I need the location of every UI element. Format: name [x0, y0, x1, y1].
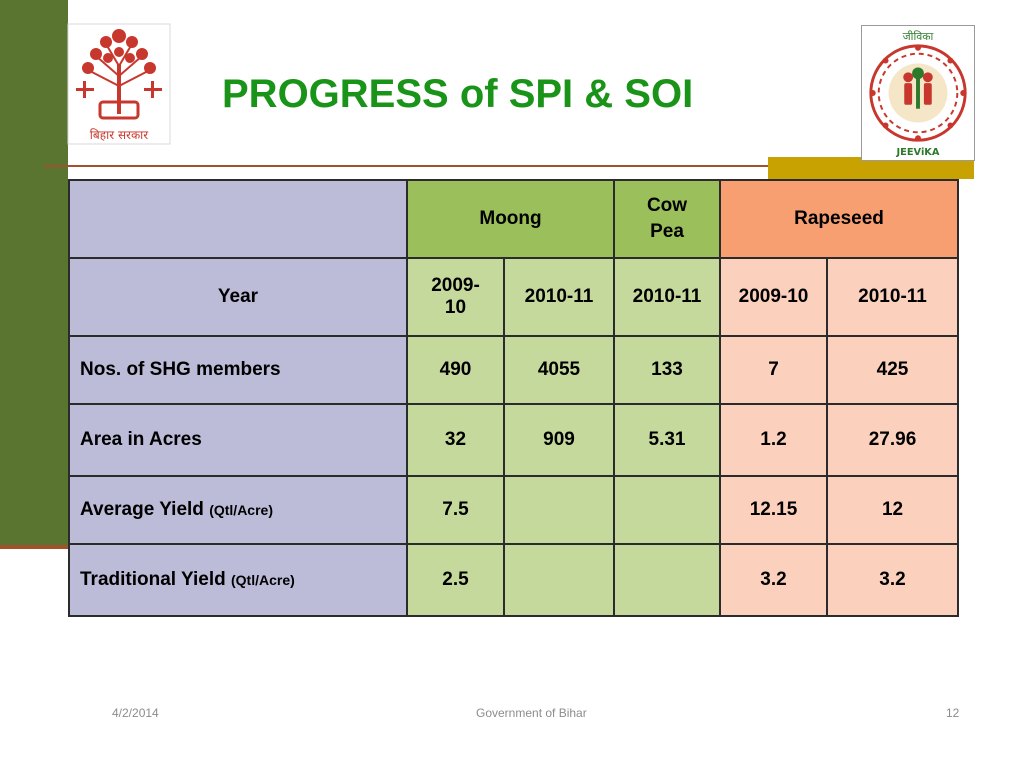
table-cell: 909	[502, 403, 616, 477]
bihar-government-logo: बिहार सरकार	[67, 23, 171, 145]
year-cell: 2010-11	[613, 257, 722, 337]
crop-header-row: Moong Cow Pea Rapeseed	[68, 179, 960, 259]
table-cell: 425	[826, 335, 960, 405]
table-cell: 133	[613, 335, 722, 405]
svg-text:जीविका: जीविका	[903, 30, 934, 43]
table-cell: 7	[719, 335, 829, 405]
table-cell: 32	[406, 403, 505, 477]
table-cell	[613, 543, 722, 617]
gold-accent-block	[768, 157, 974, 179]
row-label-text: Area in Acres	[80, 429, 202, 450]
table-cell: 3.2	[826, 543, 960, 617]
year-cell: 2010-11	[826, 257, 960, 337]
row-label-unit: (Qtl/Acre)	[230, 572, 295, 588]
table-cell: 4055	[502, 335, 616, 405]
table-row: Average Yield (Qtl/Acre) 7.5 12.15 12	[68, 475, 960, 545]
jeevika-logo: जीविका JEEViKA	[861, 25, 975, 161]
svg-text:बिहार सरकार: बिहार सरकार	[90, 128, 150, 142]
table-cell: 12.15	[719, 475, 829, 545]
table-cell: 1.2	[719, 403, 829, 477]
row-label-text: Average Yield	[80, 499, 204, 520]
row-label: Traditional Yield (Qtl/Acre)	[68, 543, 408, 617]
row-label: Nos. of SHG members	[68, 335, 408, 405]
slide-title: PROGRESS of SPI & SOI	[222, 72, 694, 116]
table-cell: 490	[406, 335, 505, 405]
progress-table: Moong Cow Pea Rapeseed Year 2009-10 2010…	[68, 179, 960, 617]
year-cell: 2009-10	[719, 257, 829, 337]
year-cell: 2009-10	[406, 257, 505, 337]
year-row: Year 2009-10 2010-11 2010-11 2009-10 201…	[68, 257, 960, 337]
footer-date: 4/2/2014	[112, 706, 159, 720]
rapeseed-header: Rapeseed	[719, 179, 960, 259]
footer-center-text: Government of Bihar	[476, 706, 587, 720]
table-cell: 3.2	[719, 543, 829, 617]
table-row: Area in Acres 32 909 5.31 1.2 27.96	[68, 403, 960, 477]
svg-text:JEEViKA: JEEViKA	[895, 147, 939, 158]
header-divider	[44, 165, 970, 167]
table-cell: 27.96	[826, 403, 960, 477]
moong-header: Moong	[405, 179, 616, 259]
header-empty-cell	[68, 179, 408, 259]
table-cell	[613, 475, 722, 545]
table-cell	[502, 475, 616, 545]
row-label-text: Nos. of SHG members	[80, 359, 281, 380]
left-accent-divider	[0, 545, 68, 549]
row-label: Average Yield (Qtl/Acre)	[68, 475, 408, 545]
row-label-text: Traditional Yield	[80, 569, 226, 590]
table-cell: 12	[826, 475, 960, 545]
table-cell: 2.5	[406, 543, 505, 617]
table-cell	[502, 543, 616, 617]
row-label-unit: (Qtl/Acre)	[209, 502, 273, 518]
row-label: Area in Acres	[68, 403, 408, 477]
left-accent-bar	[0, 0, 68, 547]
cowpea-header: Cow Pea	[613, 179, 722, 259]
year-cell: 2010-11	[502, 257, 616, 337]
table-cell: 5.31	[613, 403, 722, 477]
year-label: Year	[68, 257, 408, 337]
table-cell: 7.5	[406, 475, 505, 545]
table-row: Traditional Yield (Qtl/Acre) 2.5 3.2 3.2	[68, 543, 960, 617]
slide-number: 12	[946, 706, 960, 720]
table-row: Nos. of SHG members 490 4055 133 7 425	[68, 335, 960, 405]
